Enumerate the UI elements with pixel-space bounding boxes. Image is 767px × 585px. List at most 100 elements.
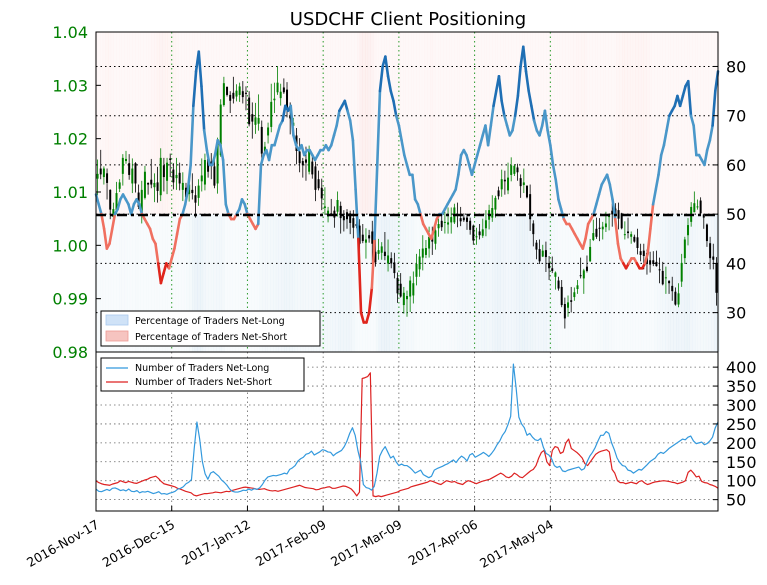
date-tick-label: 2017-Apr-06 <box>406 517 480 569</box>
percent-line-segment <box>516 65 522 98</box>
price-tick-label: 1.02 <box>52 130 88 149</box>
net-long-band <box>551 214 555 352</box>
candle-body <box>257 117 260 124</box>
candle-body <box>235 90 238 97</box>
net-short-band <box>484 32 487 214</box>
candle-body <box>699 200 702 214</box>
net-short-band <box>164 32 168 215</box>
candle-body <box>175 174 178 179</box>
net-long-band <box>292 214 296 352</box>
percent-line-segment <box>708 124 714 142</box>
percent-line-segment <box>259 153 265 167</box>
net-short-band <box>235 32 238 214</box>
count-tick-label: 350 <box>726 377 757 396</box>
candle-body <box>696 206 699 208</box>
net-short-band <box>403 32 406 214</box>
net-short-band <box>346 32 349 214</box>
percent-line-segment <box>386 75 393 93</box>
candle-body <box>248 97 251 125</box>
net-long-band <box>219 214 223 352</box>
net-short-band <box>695 32 698 214</box>
candle-body <box>712 256 715 260</box>
percent-line-segment <box>129 203 136 216</box>
candle-body <box>251 114 254 122</box>
net-long-band <box>535 214 539 352</box>
candle-body <box>140 189 143 213</box>
candle-body <box>478 231 481 236</box>
net-short-band <box>498 32 501 214</box>
net-long-band <box>662 214 666 352</box>
net-long-band <box>302 214 306 352</box>
percent-line-segment <box>348 119 355 142</box>
net-short-band <box>127 32 130 214</box>
candle-body <box>604 223 607 228</box>
percent-tick-label: 40 <box>726 254 746 273</box>
net-long-band <box>481 214 485 352</box>
candle-body <box>327 210 330 217</box>
net-short-band <box>584 32 587 214</box>
net-short-band <box>124 32 127 214</box>
percent-line-segment <box>200 84 206 132</box>
net-long-band <box>676 214 680 352</box>
count-tick-label: 300 <box>726 396 757 415</box>
net-short-band <box>162 32 166 215</box>
net-short-band <box>684 32 687 214</box>
net-long-band <box>205 214 209 352</box>
candle-body <box>393 262 396 274</box>
net-short-band <box>422 32 425 214</box>
candle-body <box>570 300 573 302</box>
candle-body <box>639 251 642 255</box>
percent-line-segment <box>221 158 228 206</box>
percent-line-segment <box>181 203 187 216</box>
net-short-band <box>370 32 374 215</box>
percent-line-segment <box>649 203 655 231</box>
net-long-band <box>636 214 639 352</box>
percent-line-segment <box>592 203 598 216</box>
net-short-band <box>287 32 290 214</box>
net-short-band <box>495 32 498 214</box>
net-long-band <box>259 214 263 352</box>
net-short-band <box>714 32 717 214</box>
candle-body <box>421 248 424 258</box>
net-long-band <box>654 214 657 352</box>
net-short-band <box>611 32 614 214</box>
candle-body <box>279 91 282 99</box>
candle-body <box>440 220 443 228</box>
candle-body <box>447 222 450 225</box>
percent-tick-label: 30 <box>726 304 746 323</box>
count-tick-label: 250 <box>726 415 757 434</box>
net-short-band <box>338 32 341 214</box>
net-short-band <box>606 32 609 214</box>
candle-body <box>128 163 131 175</box>
candle-body <box>134 163 137 184</box>
percent-tick-label: 70 <box>726 107 746 126</box>
net-long-band <box>546 214 550 352</box>
candle-body <box>683 239 686 259</box>
candle-body <box>390 258 393 264</box>
net-short-band <box>308 32 311 214</box>
net-short-band <box>573 32 576 214</box>
candle-body <box>244 92 247 94</box>
candle-body <box>437 224 440 229</box>
price-tick-label: 1.04 <box>52 23 88 42</box>
net-short-band <box>560 32 563 214</box>
net-short-band <box>262 32 265 214</box>
candle-body <box>197 185 200 198</box>
net-positioning-bands <box>105 32 720 352</box>
candle-body <box>664 277 667 279</box>
net-short-band <box>476 32 479 214</box>
date-tick-label: 2017-Mar-09 <box>328 517 404 570</box>
percent-line-segment <box>678 94 685 108</box>
net-short-band <box>687 32 690 214</box>
net-short-band <box>444 32 447 214</box>
candle-body <box>589 246 592 262</box>
net-long-band <box>548 214 552 352</box>
net-long-band <box>467 214 471 352</box>
candle-body <box>709 243 712 259</box>
legend-label-percent-net-short: Percentage of Traders Net-Short <box>135 332 287 343</box>
percent-line-segment <box>359 311 366 324</box>
candle-body <box>314 166 317 190</box>
percent-line-segment <box>476 143 482 157</box>
